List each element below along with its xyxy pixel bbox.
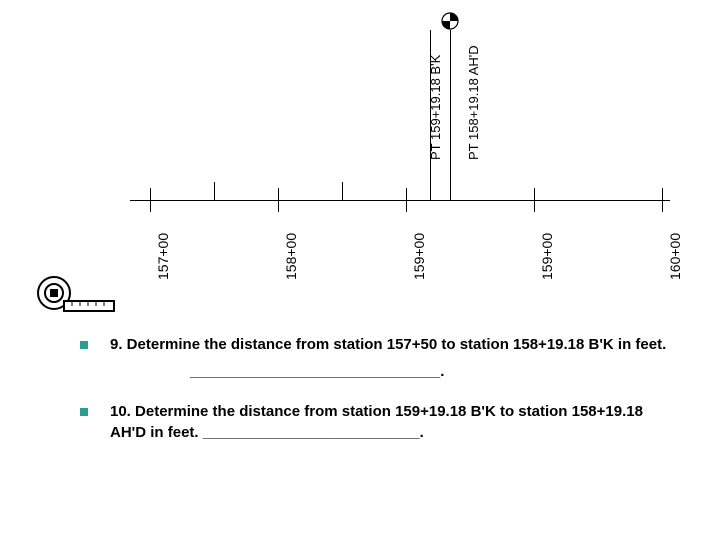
station-tick — [150, 188, 151, 212]
question-list: 9. Determine the distance from station 1… — [80, 335, 680, 451]
station-tick — [662, 188, 663, 212]
list-item: 10. Determine the distance from station … — [80, 402, 680, 443]
question-text: 9. Determine the distance from station 1… — [110, 335, 666, 355]
bullet-icon — [80, 341, 88, 349]
question-text: 10. Determine the distance from station … — [110, 402, 680, 443]
answer-blank: ______________________________. — [190, 363, 680, 380]
station-label: 157+00 — [155, 233, 171, 280]
station-label: 159+00 — [411, 233, 427, 280]
pt-label-ahd: PT 158+19.18 AH'D — [466, 45, 481, 160]
baseline — [130, 200, 670, 201]
station-tick — [534, 188, 535, 212]
pt-label-bk: PT 159+19.18 B'K — [428, 55, 443, 160]
pt-line-ahd — [450, 30, 451, 200]
station-label: 158+00 — [283, 233, 299, 280]
minor-tick — [342, 182, 343, 200]
bullet-icon — [80, 408, 88, 416]
station-label: 160+00 — [667, 233, 683, 280]
station-label: 159+00 — [539, 233, 555, 280]
minor-tick — [214, 182, 215, 200]
station-tick — [406, 188, 407, 212]
center-of-gravity-icon — [441, 12, 459, 35]
station-diagram: 157+00 158+00 159+00 159+00 160+00 PT 15… — [130, 180, 670, 220]
station-tick — [278, 188, 279, 212]
list-item: 9. Determine the distance from station 1… — [80, 335, 680, 355]
tape-measure-icon — [36, 275, 116, 315]
